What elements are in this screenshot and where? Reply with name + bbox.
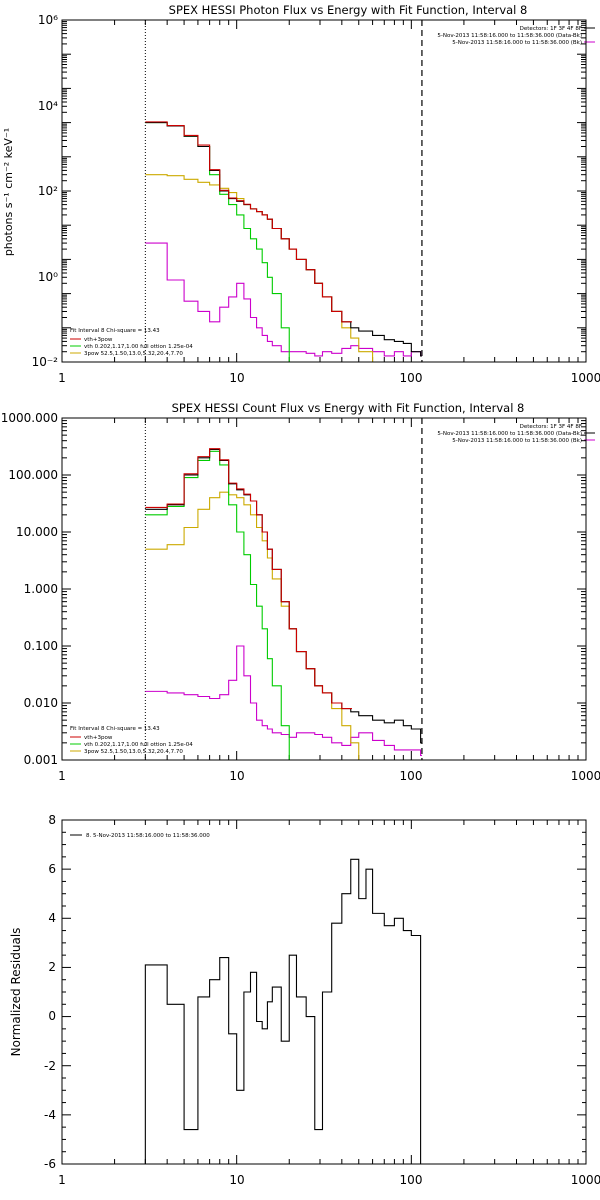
photon-flux-thermal-component-line (145, 122, 298, 362)
count-flux-ytick-100.000: 100.000 (8, 468, 58, 482)
count-flux-background-line (145, 645, 422, 757)
photon-flux-info-line-1: Detectors: 1F 3F 4F 8F (520, 26, 582, 32)
residuals-frame (61, 819, 587, 1165)
photon-flux-xtick-10: 10 (229, 371, 244, 385)
count-flux-xtick-10: 10 (229, 769, 244, 783)
residuals-panel: 8. 5-Nov-2013 11:58:16.000 to 11:58:36.0… (9, 813, 600, 1187)
photon-flux-background-line (145, 242, 422, 357)
count-flux-title: SPEX HESSI Count Flux vs Energy with Fit… (172, 401, 525, 415)
photon-flux-info-line-3: 5-Nov-2013 11:58:16.000 to 11:58:36.000 … (452, 40, 582, 46)
photon-flux-frame (61, 19, 587, 363)
residuals-legend-text: 8. 5-Nov-2013 11:58:16.000 to 11:58:36.0… (86, 833, 210, 839)
residuals-ytick-m4: -4 (44, 1108, 56, 1122)
count-flux-data-line (145, 448, 422, 744)
residuals-ytick-2: 2 (48, 960, 56, 974)
photon-flux-x-ticks (61, 20, 579, 362)
photon-flux-title: SPEX HESSI Photon Flux vs Energy with Fi… (169, 3, 528, 17)
count-flux-info-line-2: 5-Nov-2013 11:58:16.000 to 11:58:36.000 … (437, 431, 582, 437)
count-flux-ytick-0.001: 0.001 (24, 753, 58, 767)
count-flux-fit-line-3: vth 0.202,1.17,1.00 full ottion 1.25e-04 (84, 742, 193, 748)
count-flux-info-line-3: 5-Nov-2013 11:58:16.000 to 11:58:36.000 … (452, 438, 582, 444)
count-flux-marks (61, 418, 586, 761)
count-flux-y-ticks (62, 420, 586, 761)
photon-flux-marks (61, 20, 586, 363)
residuals-xtick-1000: 1000 (571, 1173, 600, 1187)
residuals-series-group (144, 858, 422, 1164)
count-flux-frame (61, 417, 587, 761)
residuals-ytick-4: 4 (48, 911, 56, 925)
residuals-ytick-m6: -6 (44, 1157, 56, 1171)
photon-flux-ytick-1e-2: 10⁻² (32, 355, 59, 369)
photon-flux-ytick-1e2: 10² (38, 184, 58, 198)
photon-flux-fit-line-2: vth+3pow (84, 337, 113, 343)
count-flux-xtick-1: 1 (58, 769, 66, 783)
photon-flux-fit-line-3: vth 0.202,1.17,1.00 full ottion 1.25e-04 (84, 344, 193, 350)
photon-flux-ytick-1e6: 10⁶ (38, 13, 58, 27)
count-flux-fit-line-4: 3pow 52.5,1.50,13.0,5.32,20.4,7.70 (84, 749, 183, 755)
residuals-xtick-1: 1 (58, 1173, 66, 1187)
photon-flux-y-ticks (62, 21, 586, 363)
photon-flux-xtick-1000: 1000 (571, 371, 600, 385)
count-flux-info-line-1: Detectors: 1F 3F 4F 8F (520, 424, 582, 430)
count-flux-power-law-component-line (145, 491, 387, 760)
count-flux-thermal-component-line (145, 450, 298, 760)
count-flux-fit-line-1: Fit Interval 8 Chi-square = 13.43 (70, 726, 160, 732)
residuals-ytick-m2: -2 (44, 1059, 56, 1073)
photon-flux-ylabel: photons s⁻¹ cm⁻² keV⁻¹ (2, 128, 15, 256)
photon-flux-panel: SPEX HESSI Photon Flux vs Energy with Fi… (2, 3, 600, 385)
count-flux-series-group (145, 448, 422, 760)
count-flux-xtick-100: 100 (400, 769, 423, 783)
photon-flux-power-law-component-line (145, 174, 387, 362)
count-flux-total-fit-line (145, 448, 352, 710)
residuals-xtick-100: 100 (400, 1173, 423, 1187)
count-flux-xtick-1000: 1000 (571, 769, 600, 783)
photon-flux-xtick-100: 100 (400, 371, 423, 385)
photon-flux-ytick-1e0: 10⁰ (38, 270, 58, 284)
count-flux-ytick-0.100: 0.100 (24, 639, 58, 653)
count-flux-ytick-0.010: 0.010 (24, 696, 58, 710)
photon-flux-total-fit-line (145, 121, 352, 323)
residuals-x-ticks (61, 820, 579, 1164)
photon-flux-ytick-1e4: 10⁴ (38, 99, 58, 113)
count-flux-x-ticks (61, 418, 579, 760)
count-flux-fit-line-2: vth+3pow (84, 735, 113, 741)
count-flux-ytick-1000.000: 1000.000 (1, 411, 58, 425)
residuals-marks (61, 819, 586, 1165)
photon-flux-info-line-2: 5-Nov-2013 11:58:16.000 to 11:58:36.000 … (437, 33, 582, 39)
count-flux-ytick-1.000: 1.000 (24, 582, 58, 596)
residuals-ytick-6: 6 (48, 862, 56, 876)
residuals-xtick-10: 10 (229, 1173, 244, 1187)
count-flux-ytick-10.000: 10.000 (16, 525, 58, 539)
residuals-data-line (144, 858, 422, 1164)
photon-flux-fit-line-1: Fit Interval 8 Chi-square = 13.43 (70, 328, 160, 334)
photon-flux-xtick-1: 1 (58, 371, 66, 385)
residuals-ytick-0: 0 (48, 1009, 56, 1023)
residuals-ylabel: Normalized Residuals (9, 928, 23, 1057)
residuals-ytick-8: 8 (48, 813, 56, 827)
photon-flux-fit-line-4: 3pow 52.5,1.50,13.0,5.32,20.4,7.70 (84, 351, 183, 357)
photon-flux-series-group (145, 121, 422, 362)
count-flux-panel: SPEX HESSI Count Flux vs Energy with Fit… (1, 401, 600, 783)
